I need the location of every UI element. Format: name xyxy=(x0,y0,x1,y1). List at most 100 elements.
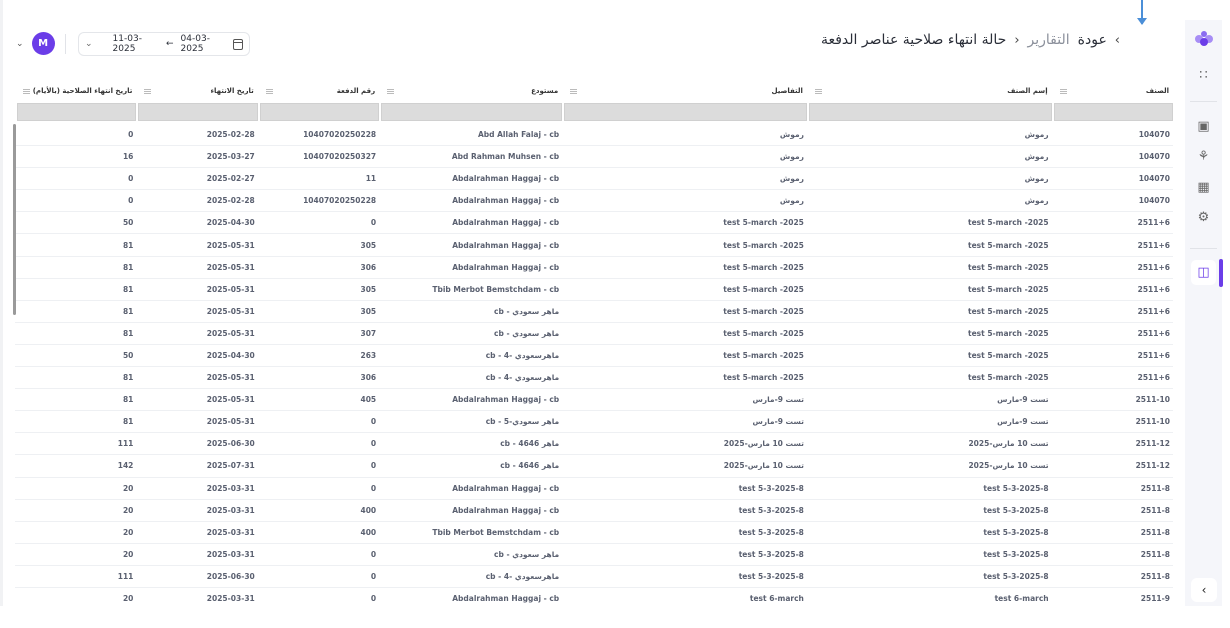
table-cell: test 5-3-2025-8 xyxy=(983,505,1049,515)
table-row[interactable]: 2511-8 test 5-3-2025-8 test 5-3-2025-8 ماهر… xyxy=(15,544,1173,566)
column-filter-input[interactable] xyxy=(259,103,380,121)
column-menu-icon[interactable] xyxy=(570,88,578,94)
column-menu-icon[interactable] xyxy=(144,88,152,94)
table-row[interactable]: 104070 رموش رموش Abd Rahman Muhsen - cb 1040… xyxy=(15,146,1173,169)
collapse-sidebar-button[interactable]: ‹ xyxy=(1191,578,1217,602)
table-cell: ماهر سعودي-5 - cb xyxy=(485,417,560,427)
table-row[interactable]: 2511-8 test 5-3-2025-8 test 5-3-2025-8 Abda… xyxy=(15,478,1173,500)
table-cell: 20 xyxy=(122,594,134,604)
table-cell: 305 xyxy=(360,284,377,294)
frame-edge xyxy=(0,0,3,606)
table-row[interactable]: 2511-9 test 6-march test 6-march Abdalrahma… xyxy=(15,588,1173,608)
table-row[interactable]: 2511+6 test 5-march -2025 test 5-march -20… xyxy=(15,257,1173,279)
column-header[interactable]: مستودع xyxy=(381,87,562,95)
table-cell: ماهر 4646 - cb xyxy=(500,439,560,449)
medical-bag-icon[interactable]: ▣ xyxy=(1197,119,1210,134)
table-cell: تست 10 مارس-2025 xyxy=(723,461,804,471)
table-row[interactable]: 2511+6 test 5-march -2025 test 5-march -20… xyxy=(15,212,1173,235)
column-filter-input[interactable] xyxy=(808,103,1052,121)
table-cell: 16 xyxy=(122,152,134,162)
chevron-down-icon[interactable]: ⌄ xyxy=(16,38,24,49)
table-row[interactable]: 2511+6 test 5-march -2025 test 5-march -20… xyxy=(15,234,1173,257)
page-title: حالة انتهاء صلاحية عناصر الدفعة xyxy=(820,32,1007,48)
column-menu-icon[interactable] xyxy=(265,88,273,94)
column-header[interactable]: الصنف xyxy=(1054,87,1173,95)
table-cell: ماهرسعودي -4 - cb xyxy=(485,373,560,383)
table-row[interactable]: 2511-8 test 5-3-2025-8 test 5-3-2025-8 Tbib… xyxy=(15,522,1173,544)
column-label: الصنف xyxy=(1145,87,1169,95)
user-menu[interactable]: ⌄ M xyxy=(16,32,55,55)
column-menu-icon[interactable] xyxy=(22,88,30,94)
column-filter-input[interactable] xyxy=(138,103,258,121)
table-row[interactable]: 2511-12 تست 10 مارس-2025 تست 10 مارس-2025 م… xyxy=(15,433,1173,456)
column-filter-input[interactable] xyxy=(564,103,807,121)
date-range-picker[interactable]: ⌄ 11-03-2025 ← 04-03-2025 xyxy=(78,32,250,56)
table-row[interactable]: 104070 رموش رموش Abdalrahman Haggaj - cb 11 2… xyxy=(15,168,1173,191)
table-cell: test 5-march -2025 xyxy=(723,350,804,360)
calculator-icon[interactable]: ▦ xyxy=(1197,180,1210,195)
table-cell: تست 9-مارس xyxy=(997,395,1049,405)
column-filter-input[interactable] xyxy=(381,103,563,121)
table-cell: 81 xyxy=(122,240,134,250)
column-label: تاريخ الانتهاء xyxy=(210,87,254,95)
table-cell: 2025-07-31 xyxy=(206,461,255,471)
table-cell: test 5-march -2025 xyxy=(968,284,1049,294)
table-row[interactable]: 104070 رموش رموش Abd Allah Falaj - cb 104070… xyxy=(15,124,1173,147)
back-chevron-icon[interactable]: › xyxy=(1114,32,1120,48)
breadcrumb-reports[interactable]: التقارير xyxy=(1027,32,1070,48)
calendar-icon[interactable] xyxy=(233,38,243,50)
cubes-icon[interactable]: ⚘ xyxy=(1197,149,1210,164)
table-cell: 2025-05-31 xyxy=(206,373,255,383)
table-row[interactable]: 2511+6 test 5-march -2025 test 5-march -20… xyxy=(15,367,1173,390)
table-cell: 0 xyxy=(370,218,377,228)
chevron-down-icon[interactable]: ⌄ xyxy=(85,39,93,49)
table-cell: Abd Allah Falaj - cb xyxy=(477,130,560,140)
table-cell: test 5-march -2025 xyxy=(968,306,1049,316)
table-row[interactable]: 2511+6 test 5-march -2025 test 5-march -20… xyxy=(15,345,1173,368)
table-cell: 20 xyxy=(122,505,134,515)
table-cell: 0 xyxy=(128,130,134,140)
column-menu-icon[interactable] xyxy=(1059,88,1067,94)
breadcrumb-separator-icon: ‹ xyxy=(1014,32,1020,48)
scrollbar[interactable] xyxy=(13,124,16,315)
table-cell: 0 xyxy=(370,571,377,581)
table-cell: 2025-02-28 xyxy=(206,196,255,206)
table-cell: رموش xyxy=(779,196,804,206)
column-header[interactable]: التفاصيل xyxy=(564,87,807,95)
avatar[interactable]: M xyxy=(31,32,55,55)
table-row[interactable]: 2511+6 test 5-march -2025 test 5-march -20… xyxy=(15,323,1173,345)
table-row[interactable]: 2511-10 تست 9-مارس تست 9-مارس ماهر سعودي-5 … xyxy=(15,411,1173,434)
table-cell: test 6-march xyxy=(994,594,1049,604)
column-menu-icon[interactable] xyxy=(814,88,822,94)
table-cell: 2025-03-31 xyxy=(206,483,255,493)
apps-icon[interactable]: ∷ xyxy=(1199,68,1208,83)
table-cell: Abdalrahman Haggaj - cb xyxy=(452,240,560,250)
table-cell: 50 xyxy=(122,350,134,360)
table-cell: test 5-march -2025 xyxy=(968,350,1049,360)
table-cell: 2025-05-31 xyxy=(206,306,255,316)
column-header[interactable]: تاريخ الانتهاء xyxy=(138,87,257,95)
table-cell: 2511+6 xyxy=(1137,218,1170,228)
table-cell: 2511-9 xyxy=(1140,594,1170,604)
table-row[interactable]: 2511-10 تست 9-مارس تست 9-مارس Abdalrahman H… xyxy=(15,389,1173,412)
table-row[interactable]: 2511+6 test 5-march -2025 test 5-march -20… xyxy=(15,279,1173,301)
column-menu-icon[interactable] xyxy=(387,88,395,94)
column-header[interactable]: رقم الدفعة xyxy=(260,87,379,95)
table-cell: 2025-03-31 xyxy=(206,549,255,559)
clipboard-icon[interactable]: ◫ xyxy=(1191,260,1216,285)
table-row[interactable]: 2511-8 test 5-3-2025-8 test 5-3-2025-8 ماهر… xyxy=(15,566,1173,588)
back-link[interactable]: عودة xyxy=(1077,32,1107,48)
column-filter-input[interactable] xyxy=(17,103,137,121)
gear-icon[interactable]: ⚙ xyxy=(1197,210,1210,225)
table-cell: 0 xyxy=(370,417,377,427)
table-cell: 0 xyxy=(370,594,377,604)
table-row[interactable]: 2511-12 تست 10 مارس-2025 تست 10 مارس-2025 م… xyxy=(15,455,1173,478)
table-cell: test 6-march xyxy=(749,594,804,604)
table-row[interactable]: 2511+6 test 5-march -2025 test 5-march -20… xyxy=(15,301,1173,323)
column-filter-input[interactable] xyxy=(1053,103,1173,121)
table-row[interactable]: 2511-8 test 5-3-2025-8 test 5-3-2025-8 Abda… xyxy=(15,500,1173,522)
column-header[interactable]: تاريخ انتهاء الصلاحية (بالأيام) xyxy=(17,87,136,95)
column-header[interactable]: إسم الصنف xyxy=(809,87,1052,95)
table-cell: 2511-12 xyxy=(1135,439,1170,449)
table-row[interactable]: 104070 رموش رموش Abdalrahman Haggaj - cb 104… xyxy=(15,190,1173,213)
